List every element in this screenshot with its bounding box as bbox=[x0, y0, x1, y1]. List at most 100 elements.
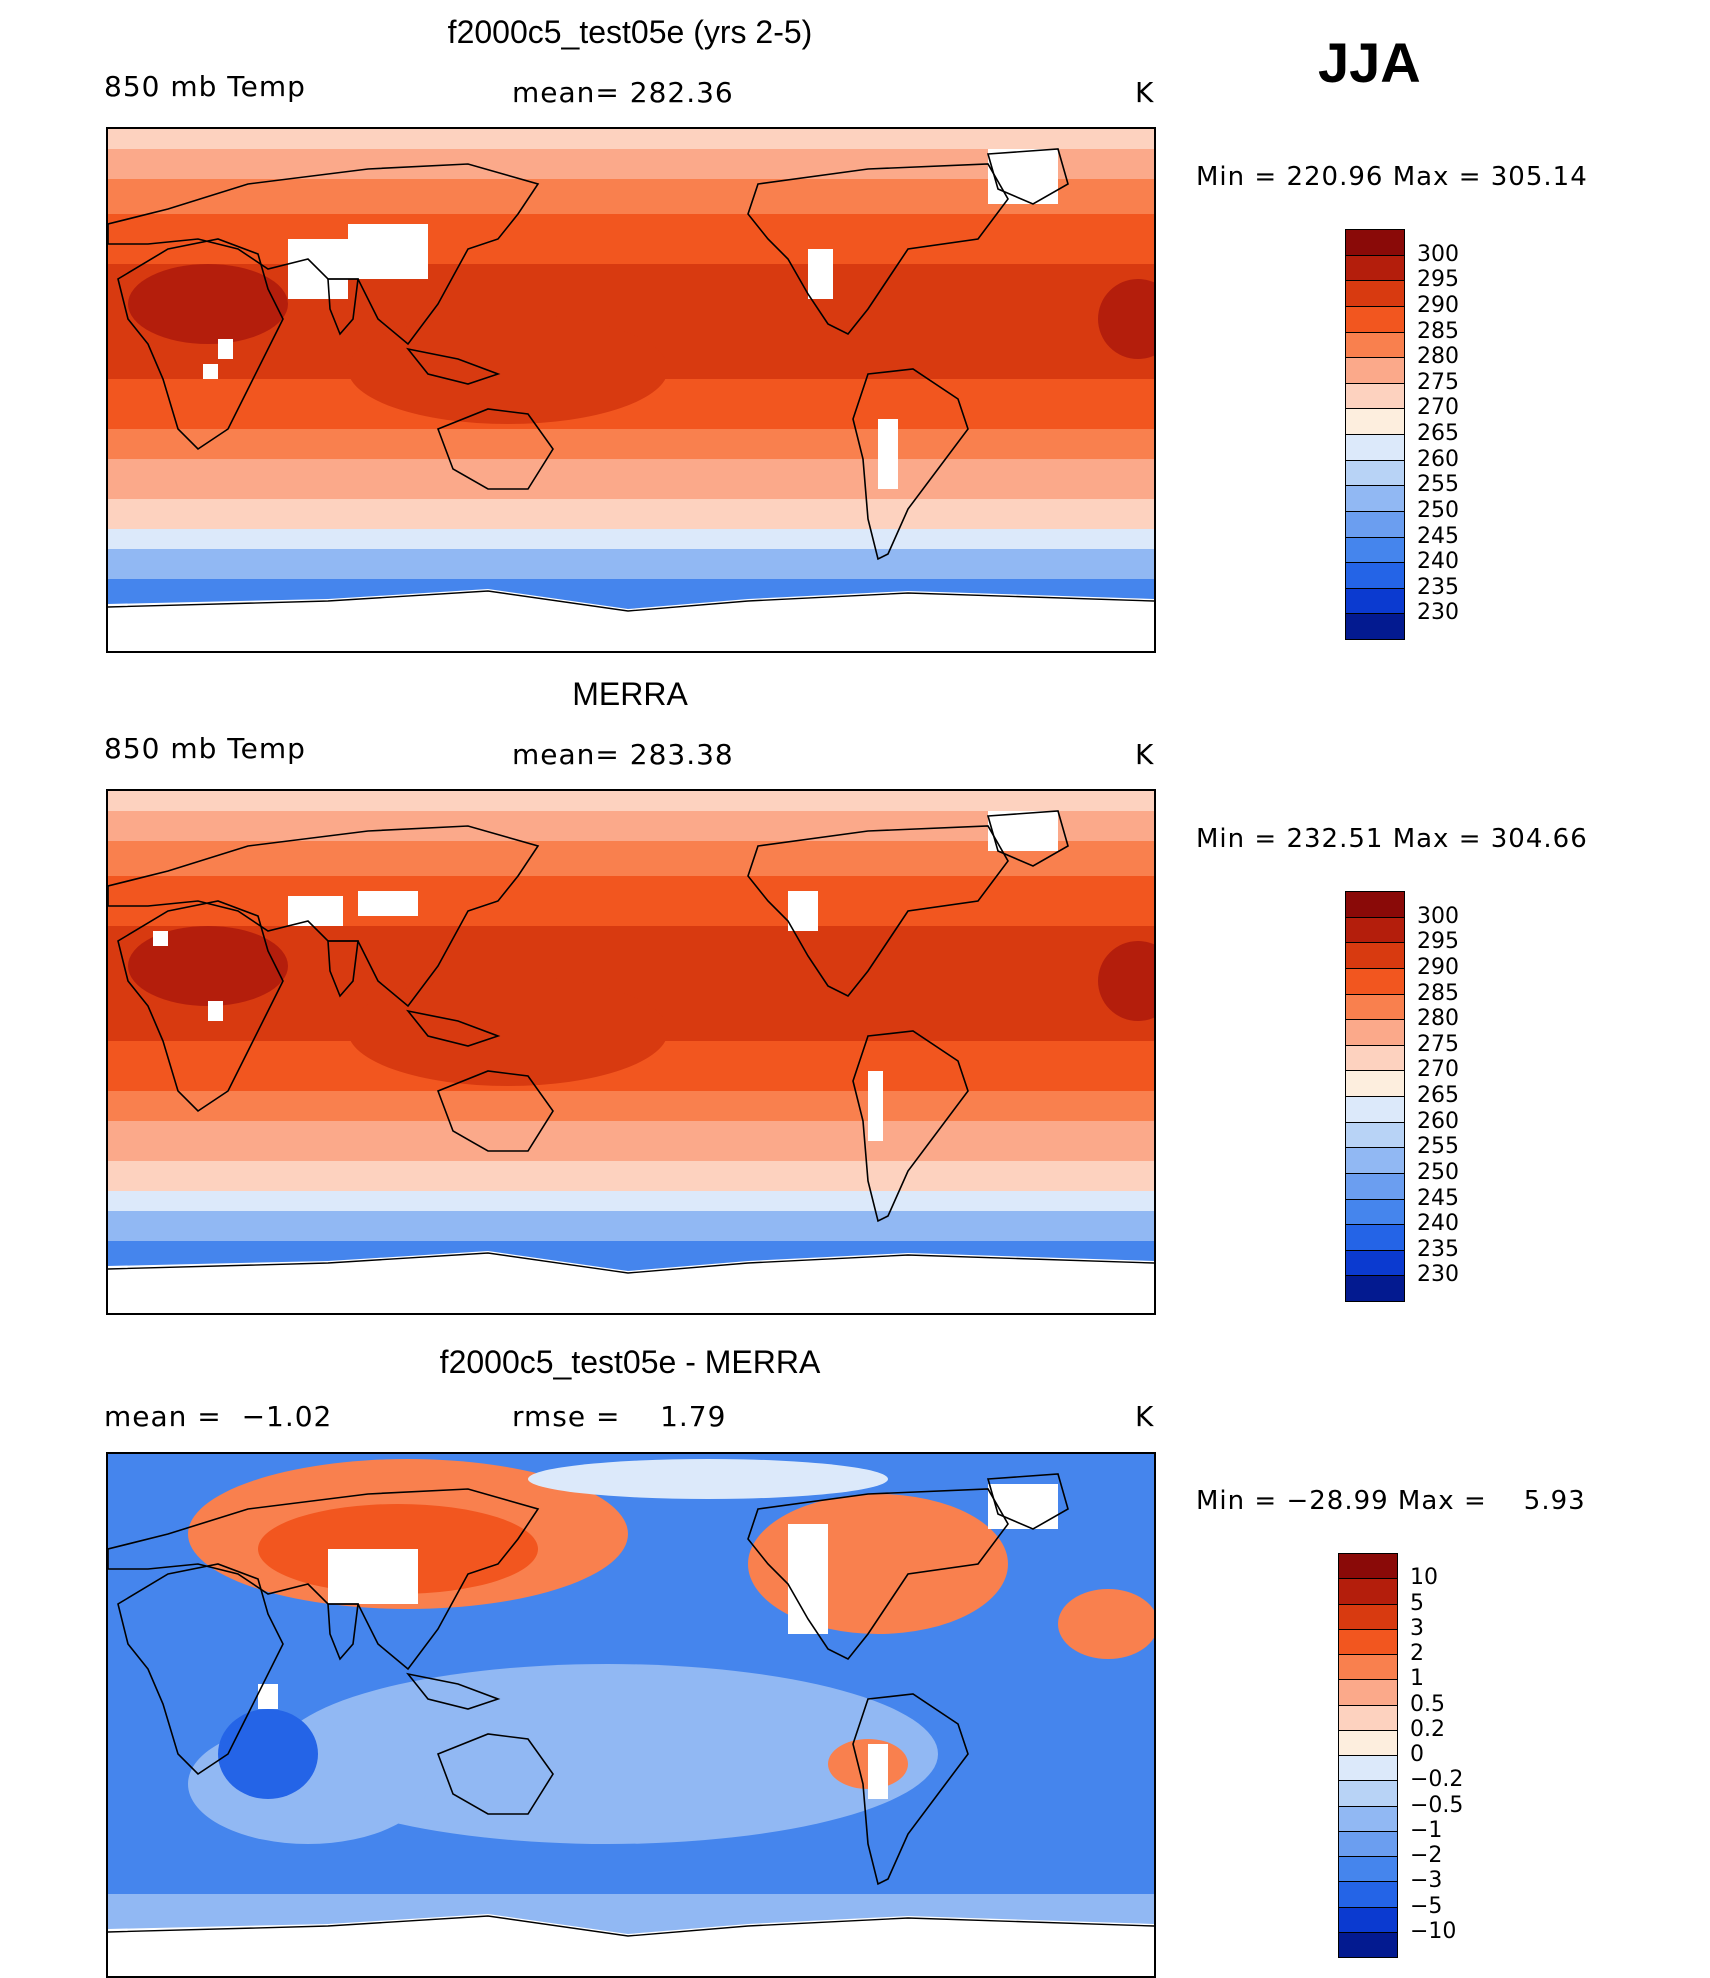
colorbar-swatch bbox=[1345, 891, 1405, 918]
colorbar-tick-label: 270 bbox=[1417, 395, 1459, 421]
coastline bbox=[852, 1030, 969, 1223]
panel-1-minmax: Min = 220.96 Max = 305.14 bbox=[1196, 162, 1588, 192]
colorbar-tick-label: 3 bbox=[1410, 1615, 1424, 1641]
colorbar-tick-label: 240 bbox=[1417, 549, 1459, 575]
temperature-band bbox=[108, 876, 1154, 926]
colorbar-tick-label: 5 bbox=[1410, 1590, 1424, 1616]
colorbar-tick-label: 255 bbox=[1417, 1134, 1459, 1160]
colorbar-swatch bbox=[1338, 1906, 1398, 1933]
colorbar-swatch bbox=[1345, 1198, 1405, 1226]
colorbar-swatch bbox=[1345, 331, 1405, 359]
temperature-band bbox=[108, 1191, 1154, 1211]
coastline bbox=[327, 940, 359, 998]
colorbar-tick-label: −10 bbox=[1410, 1918, 1457, 1944]
panel-1-units-label: K bbox=[1135, 76, 1155, 109]
terrain-mask bbox=[218, 339, 233, 359]
panel-3-colorbar: 10 5 3 2 1 0.5 0.2 0 −0.2 −0.5 −1 −2 −3 −5 −10 bbox=[1338, 1553, 1538, 1963]
anomaly-region bbox=[218, 1709, 318, 1799]
colorbar-tick-label: 255 bbox=[1417, 472, 1459, 498]
terrain-mask bbox=[988, 149, 1058, 204]
colorbar-swatch bbox=[1345, 1044, 1405, 1072]
coastline bbox=[986, 148, 1069, 205]
colorbar-swatch bbox=[1345, 408, 1405, 435]
coastline bbox=[406, 1009, 501, 1047]
temperature-band bbox=[108, 499, 1154, 529]
colorbar-tick-label: 280 bbox=[1417, 344, 1459, 370]
colorbar-tick-label: 275 bbox=[1417, 1031, 1459, 1057]
colorbar-swatch bbox=[1338, 1553, 1398, 1580]
colorbar-tick-label: 230 bbox=[1417, 1262, 1459, 1288]
panel-3-rmse-label: rmse = 1.79 bbox=[512, 1400, 727, 1433]
colorbar-tick-label: 260 bbox=[1417, 1108, 1459, 1134]
colorbar-tick-label: 285 bbox=[1417, 980, 1459, 1006]
coastline bbox=[108, 1488, 540, 1671]
colorbar-tick-label: 300 bbox=[1417, 241, 1459, 267]
colorbar-tick-label: 245 bbox=[1417, 1185, 1459, 1211]
terrain-mask bbox=[258, 1684, 278, 1709]
colorbar-swatch bbox=[1345, 1096, 1405, 1123]
colorbar-swatch bbox=[1345, 510, 1405, 538]
colorbar-swatch bbox=[1345, 382, 1405, 410]
panel-2-mean-label: mean= 283.38 bbox=[512, 738, 734, 771]
anomaly-region bbox=[528, 1459, 888, 1499]
temperature-band bbox=[108, 529, 1154, 549]
colorbar-tick-label: 10 bbox=[1410, 1565, 1438, 1591]
colorbar-swatch bbox=[1338, 1856, 1398, 1883]
temperature-band bbox=[108, 791, 1154, 811]
coastline bbox=[406, 347, 501, 385]
colorbar-tick-label: 0 bbox=[1410, 1742, 1424, 1767]
panel-3-units-label: K bbox=[1135, 1400, 1155, 1433]
colorbar-tick-label: 2 bbox=[1410, 1641, 1424, 1666]
colorbar-swatch bbox=[1338, 1729, 1398, 1756]
temperature-band bbox=[108, 179, 1154, 214]
colorbar-tick-label: 275 bbox=[1417, 369, 1459, 395]
terrain-mask bbox=[358, 891, 418, 916]
warm-pool bbox=[348, 976, 668, 1086]
temperature-band bbox=[108, 1121, 1154, 1161]
colorbar-tick-label: −0.5 bbox=[1410, 1792, 1464, 1818]
terrain-mask bbox=[208, 1001, 223, 1021]
coastline bbox=[108, 825, 540, 1008]
colorbar-tick-label: 280 bbox=[1417, 1006, 1459, 1032]
temperature-band bbox=[108, 429, 1154, 459]
antarctica-mask bbox=[108, 589, 1154, 651]
colorbar-tick-label: 265 bbox=[1417, 1083, 1459, 1108]
colorbar-swatch bbox=[1338, 1628, 1398, 1655]
coastline bbox=[117, 1563, 284, 1776]
terrain-mask bbox=[878, 419, 898, 489]
colorbar-swatch bbox=[1345, 305, 1405, 333]
panel-1-variable-label: 850 mb Temp bbox=[104, 70, 306, 103]
terrain-mask bbox=[788, 1524, 828, 1634]
temperature-band bbox=[108, 214, 1154, 264]
colorbar-swatch bbox=[1345, 229, 1405, 256]
colorbar-tick-label: −3 bbox=[1410, 1868, 1443, 1894]
anomaly-region bbox=[1058, 1589, 1154, 1659]
terrain-mask bbox=[868, 1744, 888, 1799]
panel-3-map bbox=[106, 1452, 1156, 1978]
colorbar-swatch bbox=[1345, 1070, 1405, 1097]
colorbar-tick-label: −2 bbox=[1410, 1843, 1443, 1868]
colorbar-tick-label: 290 bbox=[1417, 954, 1459, 980]
colorbar-tick-label: 250 bbox=[1417, 1159, 1459, 1185]
panel-1-mean-label: mean= 282.36 bbox=[512, 76, 734, 109]
colorbar-tick-label: 240 bbox=[1417, 1211, 1459, 1237]
colorbar-tick-label: 235 bbox=[1417, 1236, 1459, 1262]
colorbar-tick-label: 300 bbox=[1417, 903, 1459, 929]
colorbar-swatch bbox=[1338, 1578, 1398, 1605]
coastline bbox=[117, 238, 284, 451]
terrain-mask bbox=[868, 1071, 883, 1141]
temperature-band bbox=[108, 1091, 1154, 1121]
panel-3-minmax: Min = −28.99 Max = 5.93 bbox=[1196, 1486, 1586, 1516]
panel-2-colorbar: 300 295 290 285 280 275 270 265 260 255 250 245 240 2… bbox=[1345, 891, 1545, 1307]
colorbar-swatch bbox=[1338, 1830, 1398, 1857]
terrain-mask bbox=[808, 249, 833, 299]
colorbar-swatch bbox=[1345, 357, 1405, 384]
panel-1-colorbar: 300 295 290 285 280 275 270 265 260 255 250 245 240 2… bbox=[1345, 229, 1545, 645]
coastline bbox=[117, 900, 284, 1113]
colorbar-swatch bbox=[1338, 1881, 1398, 1908]
panel-1-map bbox=[106, 127, 1156, 653]
terrain-mask bbox=[153, 931, 168, 946]
colorbar-swatch bbox=[1338, 1679, 1398, 1706]
antarctic-coastline bbox=[108, 1252, 1154, 1274]
colorbar-swatch bbox=[1345, 1121, 1405, 1149]
